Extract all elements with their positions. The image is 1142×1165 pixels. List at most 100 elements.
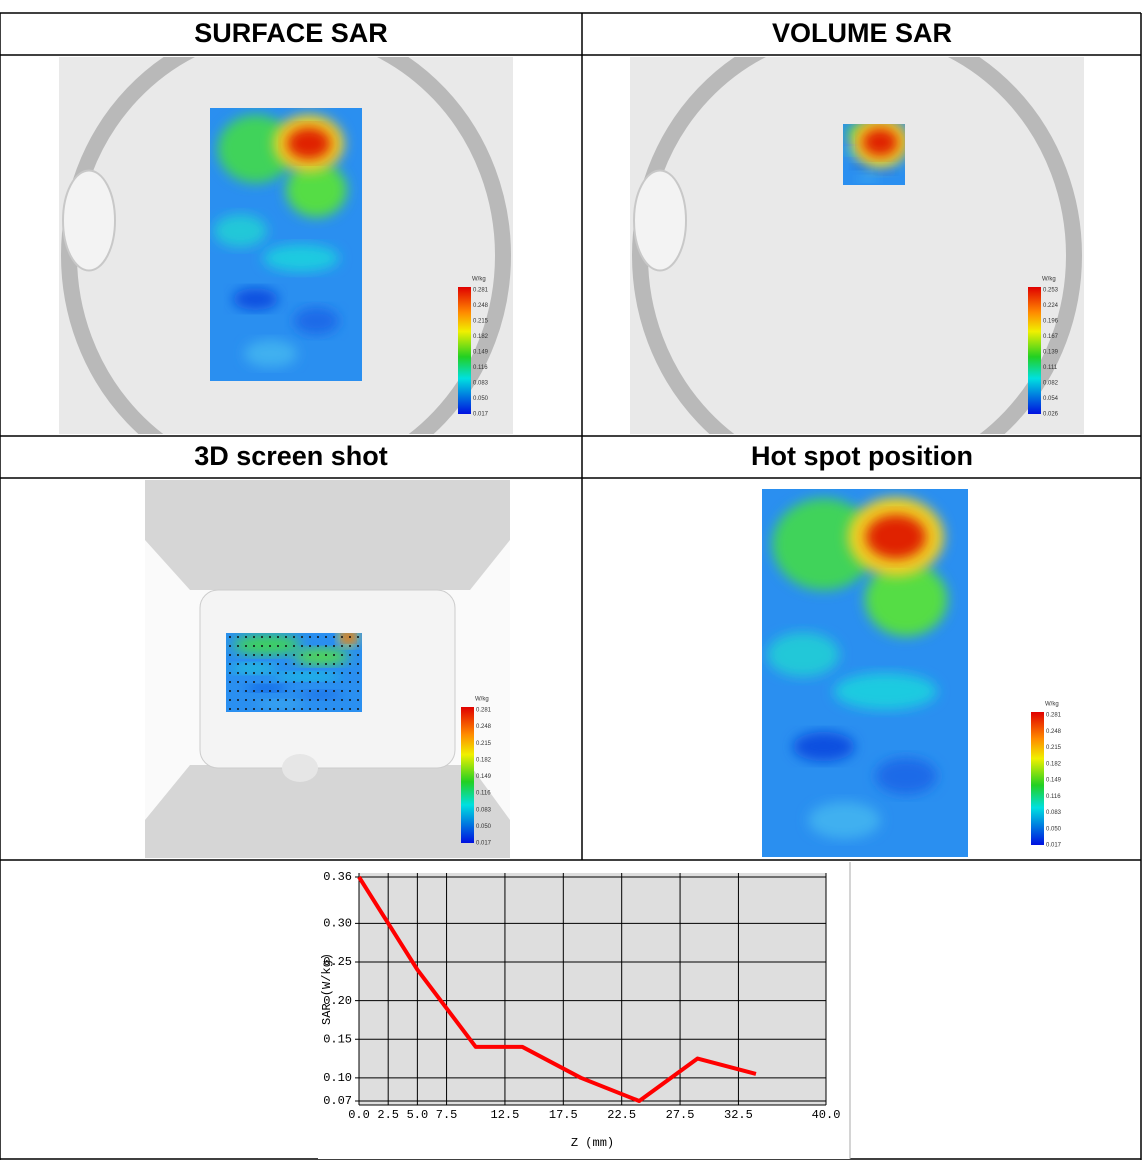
grid-dot [285, 672, 287, 674]
grid-dot [269, 690, 271, 692]
grid-dot [277, 708, 279, 710]
sar-blob [294, 648, 349, 665]
phantom-bg [630, 57, 1084, 434]
x-tick-label: 2.5 [377, 1108, 399, 1122]
colorbar-label: 0.215 [1046, 745, 1062, 751]
grid-dot [349, 663, 351, 665]
grid-dot [245, 663, 247, 665]
grid-dot [341, 681, 343, 683]
grid-dot [357, 699, 359, 701]
grid-dot [325, 663, 327, 665]
grid-dot [349, 636, 351, 638]
phantom-image [630, 57, 1084, 434]
grid-dot [269, 699, 271, 701]
sar-map-fill [210, 108, 362, 381]
colorbar [458, 287, 471, 414]
grid-dot [229, 645, 231, 647]
grid-dot [277, 654, 279, 656]
sar-blob [217, 114, 294, 184]
grid-dot [325, 645, 327, 647]
grid-dot [341, 690, 343, 692]
colorbar-label: 0.026 [1043, 412, 1059, 418]
colorbar-label: 0.149 [476, 774, 492, 780]
sar-hot [286, 127, 331, 160]
sar-blob [767, 632, 840, 677]
grid-dot [285, 681, 287, 683]
grid-dot [285, 699, 287, 701]
grid-dot [285, 645, 287, 647]
colorbar-label: 0.149 [1046, 778, 1062, 784]
grid-dot [245, 636, 247, 638]
colorbar-label: 0.182 [1046, 761, 1062, 767]
grid-dot [301, 672, 303, 674]
colorbar-label: 0.248 [476, 724, 492, 730]
panel-title: SURFACE SAR [194, 18, 388, 48]
colorbar-unit: W/kg [1042, 277, 1056, 283]
grid-dot [341, 645, 343, 647]
grid-dot [261, 708, 263, 710]
sar-map [843, 124, 905, 185]
colorbar-unit: W/kg [472, 277, 486, 283]
grid-dot [253, 672, 255, 674]
grid-dot [333, 672, 335, 674]
sar-blob [808, 801, 881, 839]
sar-map [210, 108, 362, 381]
y-tick-label: 0.25 [323, 955, 352, 969]
colorbar-label: 0.167 [1043, 334, 1059, 340]
grid-dot [229, 699, 231, 701]
grid-dot [349, 654, 351, 656]
colorbar-label: 0.017 [1046, 843, 1062, 849]
colorbar-label: 0.083 [476, 807, 492, 813]
grid-dot [341, 636, 343, 638]
colorbar-label: 0.116 [1046, 794, 1061, 800]
grid-dot [301, 681, 303, 683]
x-tick-label: 12.5 [491, 1108, 520, 1122]
sar-map-fill [843, 124, 905, 185]
sar-hot [342, 633, 355, 642]
grid-dot [349, 690, 351, 692]
grid-dot [261, 636, 263, 638]
sar-blob [865, 562, 948, 637]
colorbar-label: 0.017 [473, 412, 489, 418]
grid-dot [277, 636, 279, 638]
colorbar-label: 0.083 [473, 381, 489, 387]
grid-dot [253, 663, 255, 665]
panel-title: Hot spot position [751, 441, 973, 471]
data-line [357, 875, 757, 1103]
grid-dot [229, 636, 231, 638]
x-tick-label: 22.5 [607, 1108, 636, 1122]
grid-dot [237, 672, 239, 674]
lower-body [145, 765, 510, 858]
grid-dot [253, 699, 255, 701]
sar-blob [792, 731, 855, 762]
grid-dot [317, 699, 319, 701]
grid-dot [261, 690, 263, 692]
grid-dot [261, 672, 263, 674]
sar-blob [232, 634, 301, 655]
colorbar-label: 0.281 [1046, 713, 1062, 719]
grid-dot [237, 645, 239, 647]
grid-dot [301, 699, 303, 701]
sar-blob [232, 288, 279, 311]
colorbar [1028, 287, 1041, 414]
grid-dot [349, 645, 351, 647]
grid-dot [269, 708, 271, 710]
grid-dot [301, 645, 303, 647]
sar-blob [772, 498, 876, 591]
grid-dot [317, 645, 319, 647]
panel-title: VOLUME SAR [772, 18, 952, 48]
colorbar-unit: W/kg [475, 697, 489, 703]
grid-dot [309, 672, 311, 674]
colorbar-label: 0.050 [1046, 826, 1062, 832]
colorbar-label: 0.149 [473, 350, 489, 356]
grid-dot [325, 708, 327, 710]
grid-dot [309, 654, 311, 656]
grid-dot [333, 699, 335, 701]
sar-blob [256, 700, 305, 709]
grid-dot [357, 663, 359, 665]
grid-dot [301, 708, 303, 710]
grid-dot [325, 654, 327, 656]
x-tick-label: 0.0 [348, 1108, 370, 1122]
grid-dot [285, 636, 287, 638]
grid-dot [309, 636, 311, 638]
